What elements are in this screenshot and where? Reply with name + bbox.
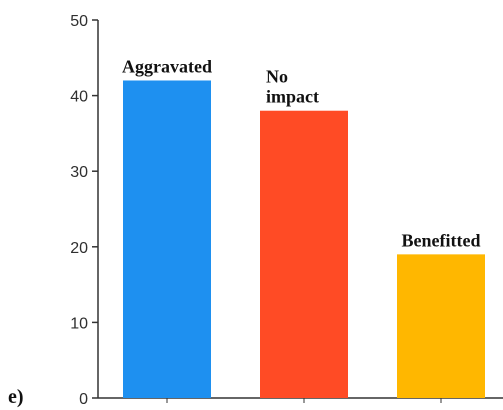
bar-label-benefitted: Benefitted (402, 230, 481, 250)
y-tick-label: 50 (70, 13, 88, 30)
y-tick-label: 30 (70, 164, 88, 181)
bar-label-no-impact: impact (266, 87, 319, 107)
bar-aggravated (123, 80, 211, 398)
bar-label-aggravated: Aggravated (122, 56, 212, 76)
bar-no-impact (260, 110, 348, 398)
bar-benefitted (397, 254, 485, 398)
bar-label-no-impact: No (266, 67, 288, 87)
bars-group (123, 80, 485, 398)
panel-label: e) (8, 386, 24, 408)
y-tick-label: 40 (70, 89, 88, 106)
y-tick-label: 20 (70, 240, 88, 257)
y-tick-label: 0 (79, 391, 88, 408)
y-tick-label: 10 (70, 315, 88, 332)
